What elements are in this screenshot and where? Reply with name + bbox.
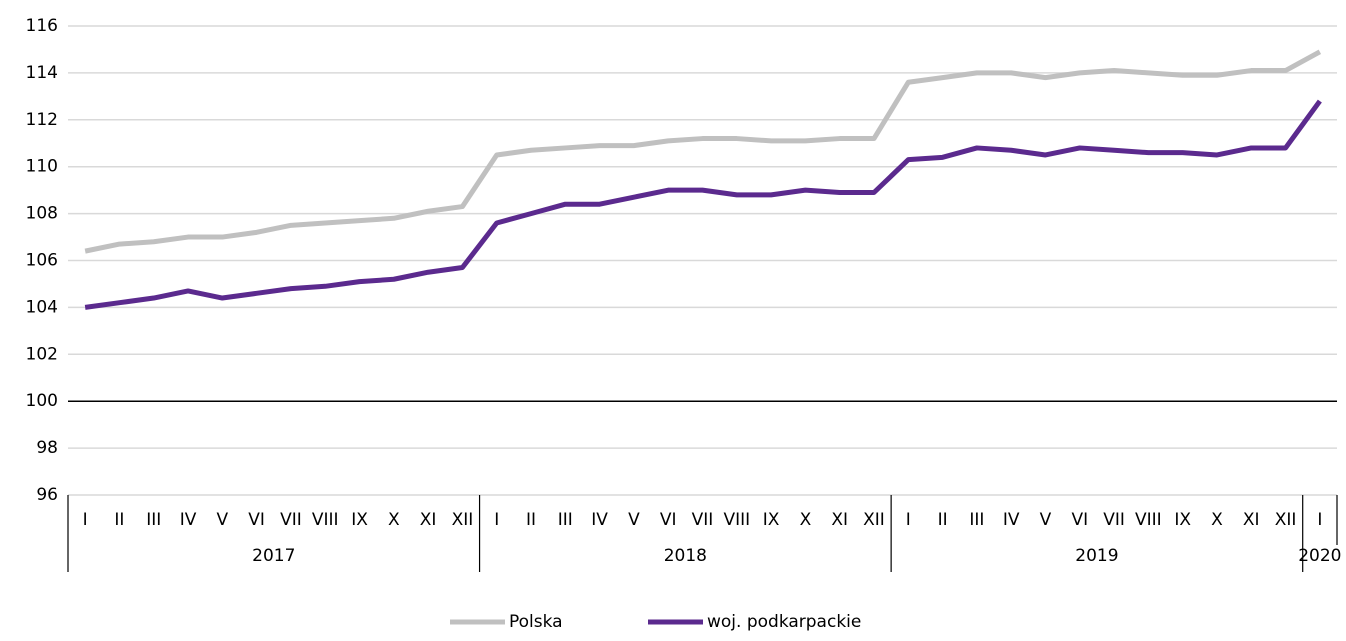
x-tick-label: XI <box>1243 510 1260 530</box>
x-tick-label: X <box>388 510 400 530</box>
x-tick-label: VIII <box>723 510 750 530</box>
x-tick-label: XII <box>863 510 885 530</box>
y-tick-label: 112 <box>26 110 58 130</box>
y-tick-label: 108 <box>26 204 58 224</box>
y-tick-label: 110 <box>26 157 58 177</box>
x-tick-label: VI <box>1071 510 1088 530</box>
legend-label: Polska <box>509 612 563 632</box>
x-tick-label: X <box>1211 510 1223 530</box>
y-tick-label: 104 <box>26 297 58 317</box>
x-tick-label: XII <box>452 510 474 530</box>
x-tick-label: IV <box>591 510 608 530</box>
x-tick-label: IX <box>763 510 780 530</box>
x-tick-label: I <box>1317 510 1322 530</box>
series-line <box>84 49 1322 254</box>
x-tick-label: III <box>146 510 161 530</box>
x-group-label: 2020 <box>1298 546 1341 566</box>
x-tick-label: V <box>217 510 229 530</box>
x-tick-label: XI <box>420 510 437 530</box>
y-tick-label: 106 <box>26 251 58 271</box>
y-tick-label: 96 <box>36 485 58 505</box>
y-tick-label: 114 <box>26 63 58 83</box>
y-tick-label: 100 <box>26 391 58 411</box>
x-tick-label: VIII <box>312 510 339 530</box>
x-tick-label: I <box>83 510 88 530</box>
x-tick-label: V <box>628 510 640 530</box>
y-tick-label: 98 <box>36 438 58 458</box>
x-tick-label: III <box>969 510 984 530</box>
x-tick-label: VII <box>1103 510 1125 530</box>
x-tick-label: XI <box>831 510 848 530</box>
x-tick-label: VII <box>280 510 302 530</box>
x-tick-label: IV <box>180 510 197 530</box>
x-tick-label: IX <box>1174 510 1191 530</box>
x-tick-label: I <box>494 510 499 530</box>
x-group-label: 2018 <box>664 546 707 566</box>
x-group-label: 2017 <box>252 546 295 566</box>
x-tick-label: I <box>906 510 911 530</box>
x-tick-label: III <box>558 510 573 530</box>
x-tick-label: VIII <box>1135 510 1162 530</box>
x-tick-label: V <box>1040 510 1052 530</box>
x-tick-label: XII <box>1275 510 1297 530</box>
y-tick-label: 116 <box>26 16 58 36</box>
legend-label: woj. podkarpackie <box>707 612 861 632</box>
x-tick-label: X <box>800 510 812 530</box>
x-tick-label: II <box>526 510 536 530</box>
x-tick-label: II <box>938 510 948 530</box>
x-tick-label: II <box>114 510 124 530</box>
series-line <box>84 99 1322 310</box>
y-tick-label: 102 <box>26 344 58 364</box>
x-tick-label: VII <box>692 510 714 530</box>
x-tick-label: VI <box>660 510 677 530</box>
x-tick-label: IV <box>1003 510 1020 530</box>
x-tick-label: VI <box>248 510 265 530</box>
x-tick-label: IX <box>351 510 368 530</box>
x-group-label: 2019 <box>1075 546 1118 566</box>
